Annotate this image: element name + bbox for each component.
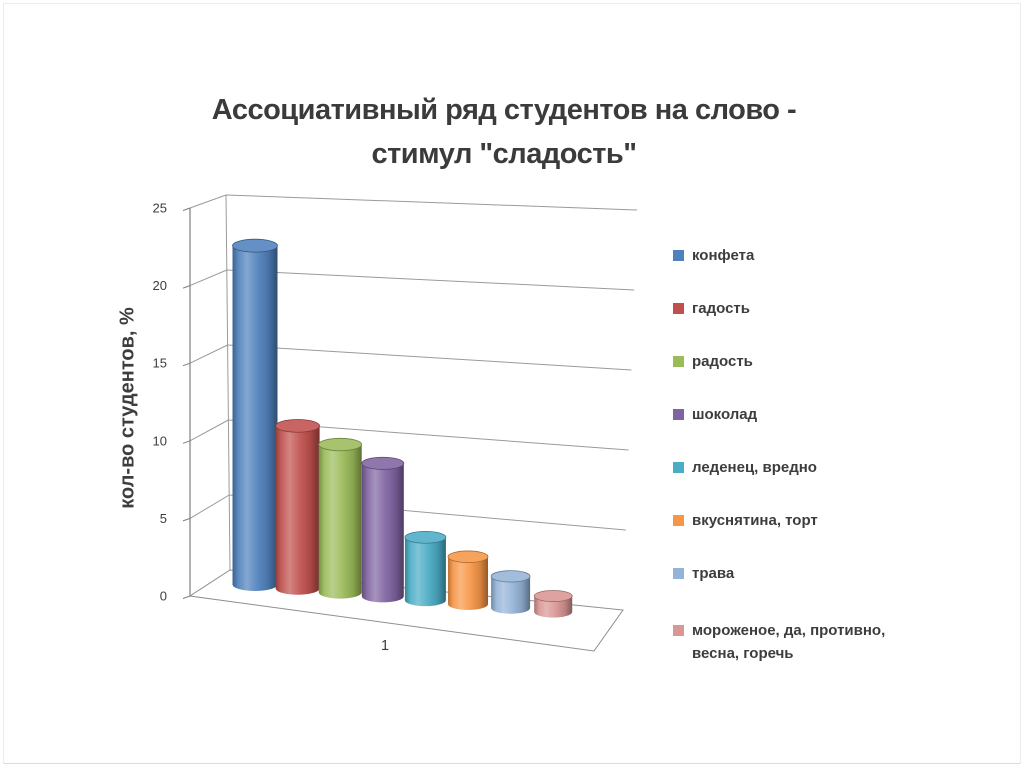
y-tick-label: 20 bbox=[153, 278, 167, 293]
legend-label: радость bbox=[692, 353, 753, 370]
bar-7 bbox=[533, 590, 573, 618]
chart-title-line1: Ассоциативный ряд студентов на слово - bbox=[211, 94, 797, 126]
legend-item: конфета bbox=[673, 229, 923, 282]
legend-item: гадость bbox=[673, 282, 923, 335]
legend-item: шоколад bbox=[673, 388, 923, 441]
legend-label: вкуснятина, торт bbox=[692, 512, 818, 529]
legend-swatch-icon bbox=[673, 250, 684, 261]
legend-label: шоколад bbox=[692, 406, 758, 423]
cylinder-body bbox=[448, 556, 488, 610]
y-tick-label: 25 bbox=[153, 201, 167, 216]
axis-tick bbox=[182, 285, 191, 289]
cylinder-body bbox=[318, 444, 362, 599]
bar-4 bbox=[404, 531, 447, 607]
cylinder-body bbox=[361, 463, 404, 603]
legend-item: леденец, вредно bbox=[673, 441, 923, 494]
cylinder-top bbox=[490, 570, 531, 583]
legend-label: мороженое, да, противно, весна, горечь bbox=[692, 622, 886, 662]
chart-title: Ассоциативный ряд студентов на слово - с… bbox=[99, 88, 909, 176]
bar-1 bbox=[275, 419, 321, 595]
legend-label: леденец, вредно bbox=[692, 459, 817, 476]
axis-tick bbox=[182, 595, 191, 599]
cylinder-top bbox=[533, 590, 573, 602]
y-tick-label: 0 bbox=[160, 589, 167, 604]
cylinder-top bbox=[275, 419, 321, 433]
legend-label: трава bbox=[692, 565, 735, 582]
axis-tick bbox=[182, 440, 191, 444]
cylinder-body bbox=[491, 576, 531, 614]
slide: Ассоциативный ряд студентов на слово - с… bbox=[3, 3, 1021, 764]
legend-swatch-icon bbox=[673, 303, 684, 314]
tick-connector bbox=[189, 194, 227, 209]
y-tick-label: 15 bbox=[153, 356, 167, 371]
legend-item: вкуснятина, торт bbox=[673, 494, 923, 547]
bar-5 bbox=[447, 550, 489, 610]
legend-item: мороженое, да, противно, весна, горечь bbox=[673, 619, 923, 665]
bar-2 bbox=[318, 437, 363, 599]
cylinder-top bbox=[361, 456, 405, 470]
legend-item: радость bbox=[673, 335, 923, 388]
chart-legend: конфета гадость радость шоколад леденец,… bbox=[673, 229, 923, 665]
legend-swatch-icon bbox=[673, 515, 684, 526]
axis-tick bbox=[182, 207, 191, 211]
legend-label: гадость bbox=[692, 300, 750, 317]
axis-tick bbox=[182, 362, 191, 367]
legend-item: трава bbox=[673, 547, 923, 600]
legend-swatch-icon bbox=[673, 625, 684, 636]
tick-connector bbox=[189, 494, 230, 519]
tick-connector bbox=[189, 344, 228, 364]
bar-0 bbox=[232, 238, 278, 591]
grid-line bbox=[226, 269, 635, 291]
cylinder-body bbox=[232, 245, 278, 591]
axis-tick bbox=[182, 517, 191, 522]
cylinder-body bbox=[534, 596, 573, 618]
cylinder-top bbox=[404, 531, 447, 544]
cylinder-body bbox=[404, 537, 446, 607]
bar-chart: 0 5 10 15 20 25 1 bbox=[153, 194, 638, 654]
y-tick-label: 5 bbox=[160, 511, 167, 526]
chart-title-line2: стимул "сладость" bbox=[371, 138, 637, 170]
cylinder-top bbox=[318, 437, 363, 452]
legend-swatch-icon bbox=[673, 462, 684, 473]
legend-swatch-icon bbox=[673, 356, 684, 367]
cylinder-top bbox=[232, 238, 278, 253]
tick-connector bbox=[189, 419, 229, 442]
cylinder-body bbox=[275, 425, 320, 595]
bar-6 bbox=[490, 570, 531, 614]
tick-connector bbox=[189, 269, 227, 287]
y-tick-label: 10 bbox=[153, 433, 167, 448]
wall-edge bbox=[225, 194, 231, 571]
legend-swatch-icon bbox=[673, 568, 684, 579]
grid-line bbox=[225, 194, 638, 211]
grid-line bbox=[227, 344, 632, 371]
x-category-label: 1 bbox=[381, 638, 389, 654]
legend-label: конфета bbox=[692, 247, 755, 264]
legend-swatch-icon bbox=[673, 409, 684, 420]
bar-3 bbox=[361, 456, 405, 603]
cylinder-top bbox=[447, 550, 489, 563]
